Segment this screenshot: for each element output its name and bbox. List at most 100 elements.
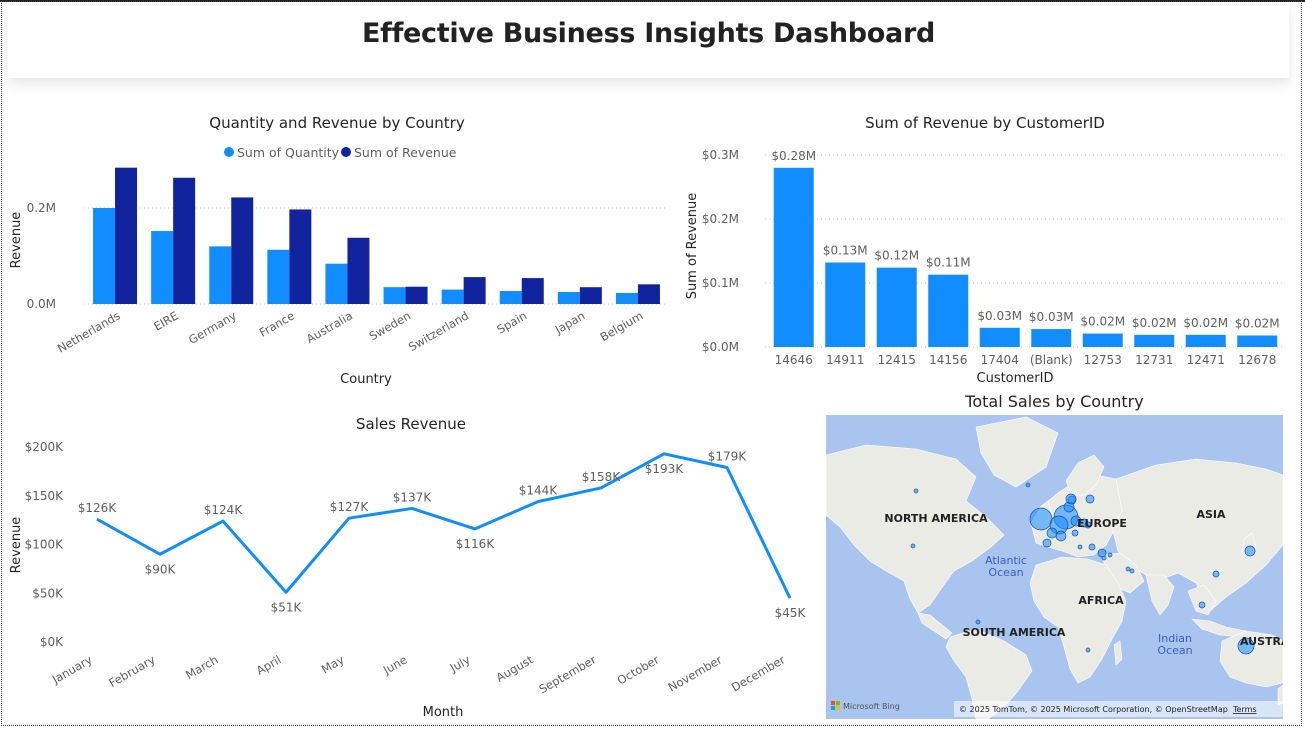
bar-quantity-belgium[interactable] xyxy=(615,292,638,304)
chart3-data-label: $124K xyxy=(204,503,244,517)
bar-customer-14911[interactable] xyxy=(825,262,866,347)
bar-customer-14646[interactable] xyxy=(773,167,814,347)
chart2-xtick: 12753 xyxy=(1084,353,1122,367)
bar-revenue-belgium[interactable] xyxy=(637,284,660,304)
bar-revenue-sweden[interactable] xyxy=(405,286,428,304)
chart2-xlabel: CustomerID xyxy=(977,371,1054,386)
bar-customer-12753[interactable] xyxy=(1082,333,1123,347)
chart2-ytick: $0.2M xyxy=(702,212,739,226)
greenland-land xyxy=(975,416,1059,488)
map-bubble-26[interactable] xyxy=(1085,647,1091,653)
line-point-march[interactable] xyxy=(220,518,226,524)
map-bubble-7[interactable] xyxy=(1042,538,1052,548)
chart2-data-label: $0.12M xyxy=(874,249,919,263)
map-title: Total Sales by Country xyxy=(965,392,1144,411)
bar-customer-14156[interactable] xyxy=(928,274,969,347)
chart2-ylabel: Sum of Revenue xyxy=(685,193,700,300)
map-bubble-17[interactable] xyxy=(1085,494,1095,504)
bar-customer-12678[interactable] xyxy=(1237,335,1278,347)
line-point-december[interactable] xyxy=(787,595,793,601)
bar-quantity-netherlands[interactable] xyxy=(93,208,116,304)
map-bubble-6[interactable] xyxy=(1055,530,1067,542)
sales-revenue-chart[interactable]: Sales Revenue $0K $50K $100K $150K $200K $126K… xyxy=(0,405,820,723)
chart1-title: Quantity and Revenue by Country xyxy=(209,114,465,132)
map-bubble-22[interactable] xyxy=(1244,545,1256,557)
chart3-xtick: April xyxy=(254,652,284,677)
dashboard-title: Effective Business Insights Dashboard xyxy=(361,18,935,49)
sales-revenue-line[interactable] xyxy=(96,452,792,599)
chart3-data-label: $51K xyxy=(271,600,303,614)
line-point-april[interactable] xyxy=(283,589,289,595)
revenue-by-customer-chart[interactable]: Sum of Revenue by CustomerID $0.0M $0.1M $0… xyxy=(680,105,1290,395)
map-bubble-28[interactable] xyxy=(1101,555,1107,561)
bar-revenue-germany[interactable] xyxy=(231,197,254,304)
bar-revenue-japan[interactable] xyxy=(579,287,602,304)
bar-quantity-australia[interactable] xyxy=(325,263,348,304)
bar-customer-12471[interactable] xyxy=(1185,334,1226,347)
bar-customer-12415[interactable] xyxy=(876,267,917,347)
bar-quantity-sweden[interactable] xyxy=(383,287,406,304)
world-map[interactable]: NORTH AMERICA EUROPE ASIA AFRICA SOUTH A… xyxy=(826,415,1283,719)
map-bubble-19[interactable] xyxy=(1025,482,1031,488)
chart2-data-label: $0.02M xyxy=(1235,316,1280,330)
chart2-ytick: $0.1M xyxy=(702,276,739,290)
chart3-data-label: $126K xyxy=(78,501,118,515)
bar-quantity-japan[interactable] xyxy=(557,292,580,304)
line-point-january[interactable] xyxy=(94,516,100,522)
bar-revenue-netherlands[interactable] xyxy=(115,167,138,304)
line-point-october[interactable] xyxy=(661,451,667,457)
chart3-data-label: $127K xyxy=(330,500,370,514)
bar-customer-blank[interactable] xyxy=(1031,329,1072,347)
chart1-xtick: France xyxy=(257,308,297,339)
bar-customer-17404[interactable] xyxy=(979,327,1020,347)
map-terms-link[interactable]: Terms xyxy=(1232,705,1257,714)
bar-customer-12731[interactable] xyxy=(1134,334,1175,347)
chart3-data-label: $137K xyxy=(393,490,433,504)
map-bubbles[interactable] xyxy=(910,482,1256,655)
map-bubble-13[interactable] xyxy=(1088,543,1096,551)
bar-quantity-switzerland[interactable] xyxy=(441,289,464,304)
line-point-may[interactable] xyxy=(346,515,352,521)
bar-quantity-france[interactable] xyxy=(267,249,290,304)
map-bubble-10[interactable] xyxy=(1071,529,1079,537)
chart3-xtick: September xyxy=(536,652,598,696)
map-bubble-27[interactable] xyxy=(1237,637,1255,655)
bar-quantity-spain[interactable] xyxy=(499,291,522,304)
bar-revenue-switzerland[interactable] xyxy=(463,277,486,304)
chart3-xtick: May xyxy=(319,652,347,676)
sales-map[interactable]: NORTH AMERICA EUROPE ASIA AFRICA SOUTH A… xyxy=(826,415,1283,719)
map-bubble-24[interactable] xyxy=(1198,601,1206,609)
bar-quantity-eire[interactable] xyxy=(151,231,174,304)
chart2-xtick: 12415 xyxy=(878,353,916,367)
line-point-september[interactable] xyxy=(598,485,604,491)
bar-revenue-france[interactable] xyxy=(289,209,312,304)
line-point-november[interactable] xyxy=(724,464,730,470)
chart3-data-label: $45K xyxy=(775,606,807,620)
chart3-ytick: $50K xyxy=(32,586,64,600)
map-bubble-23[interactable] xyxy=(1212,570,1220,578)
header-card: Effective Business Insights Dashboard xyxy=(8,4,1289,78)
line-point-august[interactable] xyxy=(535,499,541,505)
australia-land xyxy=(1219,630,1283,688)
map-bubble-8[interactable] xyxy=(1046,527,1058,539)
map-bubble-21[interactable] xyxy=(910,543,916,549)
map-bubble-0[interactable] xyxy=(1029,507,1053,531)
map-bubble-16[interactable] xyxy=(1129,568,1135,574)
map-bubble-15[interactable] xyxy=(1125,566,1131,572)
map-bubble-14[interactable] xyxy=(1107,552,1113,558)
map-bubble-18[interactable] xyxy=(1065,493,1077,505)
quantity-revenue-chart[interactable]: Quantity and Revenue by Country Sum of Qu… xyxy=(0,105,680,395)
bar-quantity-germany[interactable] xyxy=(209,246,232,304)
line-point-july[interactable] xyxy=(472,526,478,532)
map-bubble-25[interactable] xyxy=(975,619,981,625)
map-bubble-11[interactable] xyxy=(1084,521,1092,529)
chart3-ytick: $200K xyxy=(25,440,65,454)
bar-revenue-spain[interactable] xyxy=(521,278,544,304)
line-point-february[interactable] xyxy=(157,551,163,557)
chart3-data-label: $179K xyxy=(708,449,748,463)
map-bubble-29[interactable] xyxy=(1077,544,1083,550)
map-bubble-20[interactable] xyxy=(913,488,919,494)
bar-revenue-australia[interactable] xyxy=(347,237,370,304)
line-point-june[interactable] xyxy=(409,505,415,511)
bar-revenue-eire[interactable] xyxy=(173,177,196,304)
